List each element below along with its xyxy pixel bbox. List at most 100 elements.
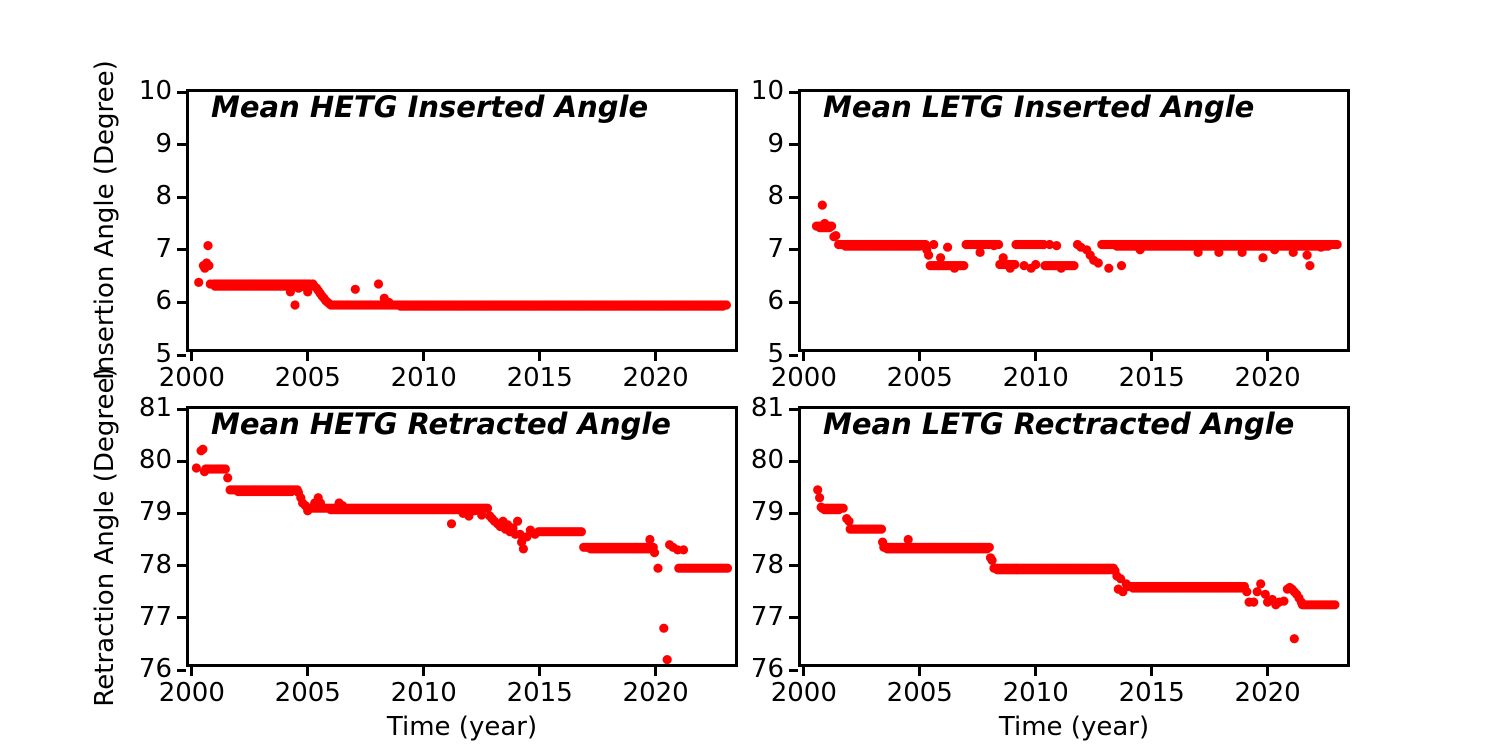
x-tick-label: 2010 bbox=[1002, 678, 1069, 708]
y-tick-mark bbox=[789, 511, 798, 515]
x-tick-label: 2000 bbox=[158, 678, 225, 708]
y-tick-label: 7 bbox=[767, 233, 784, 264]
x-tick-label: 2000 bbox=[770, 363, 837, 393]
x-tick-mark bbox=[538, 667, 542, 676]
x-tick-mark bbox=[918, 352, 922, 361]
x-tick-mark bbox=[1034, 352, 1038, 361]
subplot-letg-inserted: Mean LETG Inserted Angle 2000 2005 2010 201… bbox=[751, 76, 1350, 393]
y-tick-label: 77 bbox=[750, 601, 784, 632]
plot-title-letg-retracted: Mean LETG Rectracted Angle bbox=[823, 407, 1295, 441]
scatter-series-hetg-retracted-icon bbox=[191, 444, 733, 665]
x-axis-label-right: Time (year) bbox=[998, 712, 1150, 742]
x-tick-mark bbox=[190, 667, 194, 676]
y-tick-mark bbox=[177, 195, 186, 199]
y-tick-mark bbox=[177, 353, 186, 357]
y-tick-label: 9 bbox=[767, 128, 784, 159]
y-tick-label: 9 bbox=[155, 128, 172, 159]
y-tick-mark bbox=[177, 143, 186, 147]
x-tick-label: 2005 bbox=[886, 678, 953, 708]
x-tick-mark bbox=[802, 352, 806, 361]
x-tick-mark bbox=[654, 352, 658, 361]
y-axis-label-insertion-text: Insertion Angle (Degree) bbox=[90, 60, 120, 380]
x-tick-mark bbox=[190, 352, 194, 361]
y-tick-label: 77 bbox=[138, 601, 172, 632]
x-tick-mark bbox=[1266, 352, 1270, 361]
y-tick-label: 81 bbox=[750, 392, 784, 423]
subplot-letg-retracted: Mean LETG Rectracted Angle 2000 2005 2010 2… bbox=[751, 393, 1350, 708]
x-tick-label: 2020 bbox=[1234, 678, 1301, 708]
x-tick-label: 2010 bbox=[1002, 363, 1069, 393]
x-tick-mark bbox=[1266, 667, 1270, 676]
x-tick-label: 2005 bbox=[274, 678, 341, 708]
x-tick-mark bbox=[422, 352, 426, 361]
y-tick-label: 8 bbox=[155, 180, 172, 211]
y-tick-mark bbox=[177, 90, 186, 94]
y-tick-mark bbox=[177, 668, 186, 672]
plot-title-hetg-inserted: Mean HETG Inserted Angle bbox=[211, 90, 649, 124]
y-tick-mark bbox=[177, 511, 186, 515]
x-tick-label: 2010 bbox=[390, 363, 457, 393]
y-tick-label: 5 bbox=[155, 338, 172, 369]
y-tick-label: 78 bbox=[750, 549, 784, 580]
x-tick-mark bbox=[306, 667, 310, 676]
y-tick-mark bbox=[789, 248, 798, 252]
scatter-series-letg-inserted-icon bbox=[811, 200, 1342, 273]
x-tick-label: 2020 bbox=[622, 678, 689, 708]
y-tick-label: 10 bbox=[138, 75, 172, 106]
x-tick-mark bbox=[918, 667, 922, 676]
x-tick-mark bbox=[654, 667, 658, 676]
subplot-hetg-inserted: Mean HETG Inserted Angle 2000 2005 2010 201… bbox=[139, 76, 738, 393]
x-tick-label: 2005 bbox=[886, 363, 953, 393]
x-tick-label: 2015 bbox=[506, 678, 573, 708]
y-tick-label: 76 bbox=[750, 653, 784, 684]
x-tick-mark bbox=[538, 352, 542, 361]
y-axis-label-retraction-text: Retraction Angle (Degree) bbox=[90, 367, 120, 707]
y-tick-label: 78 bbox=[138, 549, 172, 580]
subplot-hetg-retracted: Mean HETG Retracted Angle 2000 2005 2010 20… bbox=[139, 393, 738, 708]
y-tick-mark bbox=[789, 407, 798, 411]
x-tick-label: 2005 bbox=[274, 363, 341, 393]
y-tick-label: 8 bbox=[767, 180, 784, 211]
x-tick-label: 2010 bbox=[390, 678, 457, 708]
scatter-series-hetg-inserted-icon bbox=[194, 241, 732, 311]
y-tick-mark bbox=[789, 616, 798, 620]
y-tick-label: 6 bbox=[767, 286, 784, 317]
y-tick-label: 80 bbox=[138, 444, 172, 475]
x-tick-label: 2015 bbox=[1118, 678, 1185, 708]
y-tick-label: 79 bbox=[750, 497, 784, 528]
x-tick-mark bbox=[306, 352, 310, 361]
y-tick-label: 5 bbox=[767, 338, 784, 369]
y-tick-mark bbox=[789, 459, 798, 463]
x-tick-mark bbox=[1150, 667, 1154, 676]
x-axis-label-left: Time (year) bbox=[386, 712, 538, 742]
x-tick-label: 2015 bbox=[506, 363, 573, 393]
y-tick-mark bbox=[177, 459, 186, 463]
x-tick-label: 2000 bbox=[158, 363, 225, 393]
x-tick-mark bbox=[422, 667, 426, 676]
scatter-series-letg-retracted-icon bbox=[813, 485, 1340, 644]
y-tick-label: 79 bbox=[138, 497, 172, 528]
y-tick-mark bbox=[789, 668, 798, 672]
y-tick-label: 7 bbox=[155, 233, 172, 264]
y-tick-mark bbox=[789, 195, 798, 199]
y-tick-mark bbox=[789, 300, 798, 304]
x-tick-label: 2000 bbox=[770, 678, 837, 708]
y-tick-mark bbox=[177, 300, 186, 304]
y-tick-label: 6 bbox=[155, 286, 172, 317]
plot-title-hetg-retracted: Mean HETG Retracted Angle bbox=[211, 407, 671, 441]
x-tick-label: 2020 bbox=[622, 363, 689, 393]
x-tick-mark bbox=[1034, 667, 1038, 676]
y-tick-mark bbox=[789, 353, 798, 357]
y-tick-label: 80 bbox=[750, 444, 784, 475]
y-tick-mark bbox=[177, 407, 186, 411]
y-tick-mark bbox=[177, 564, 186, 568]
plot-title-letg-inserted: Mean LETG Inserted Angle bbox=[823, 90, 1255, 124]
x-tick-mark bbox=[1150, 352, 1154, 361]
y-tick-label: 10 bbox=[750, 75, 784, 106]
y-tick-mark bbox=[177, 248, 186, 252]
x-tick-label: 2020 bbox=[1234, 363, 1301, 393]
y-tick-mark bbox=[789, 564, 798, 568]
y-tick-label: 81 bbox=[138, 392, 172, 423]
x-tick-mark bbox=[802, 667, 806, 676]
